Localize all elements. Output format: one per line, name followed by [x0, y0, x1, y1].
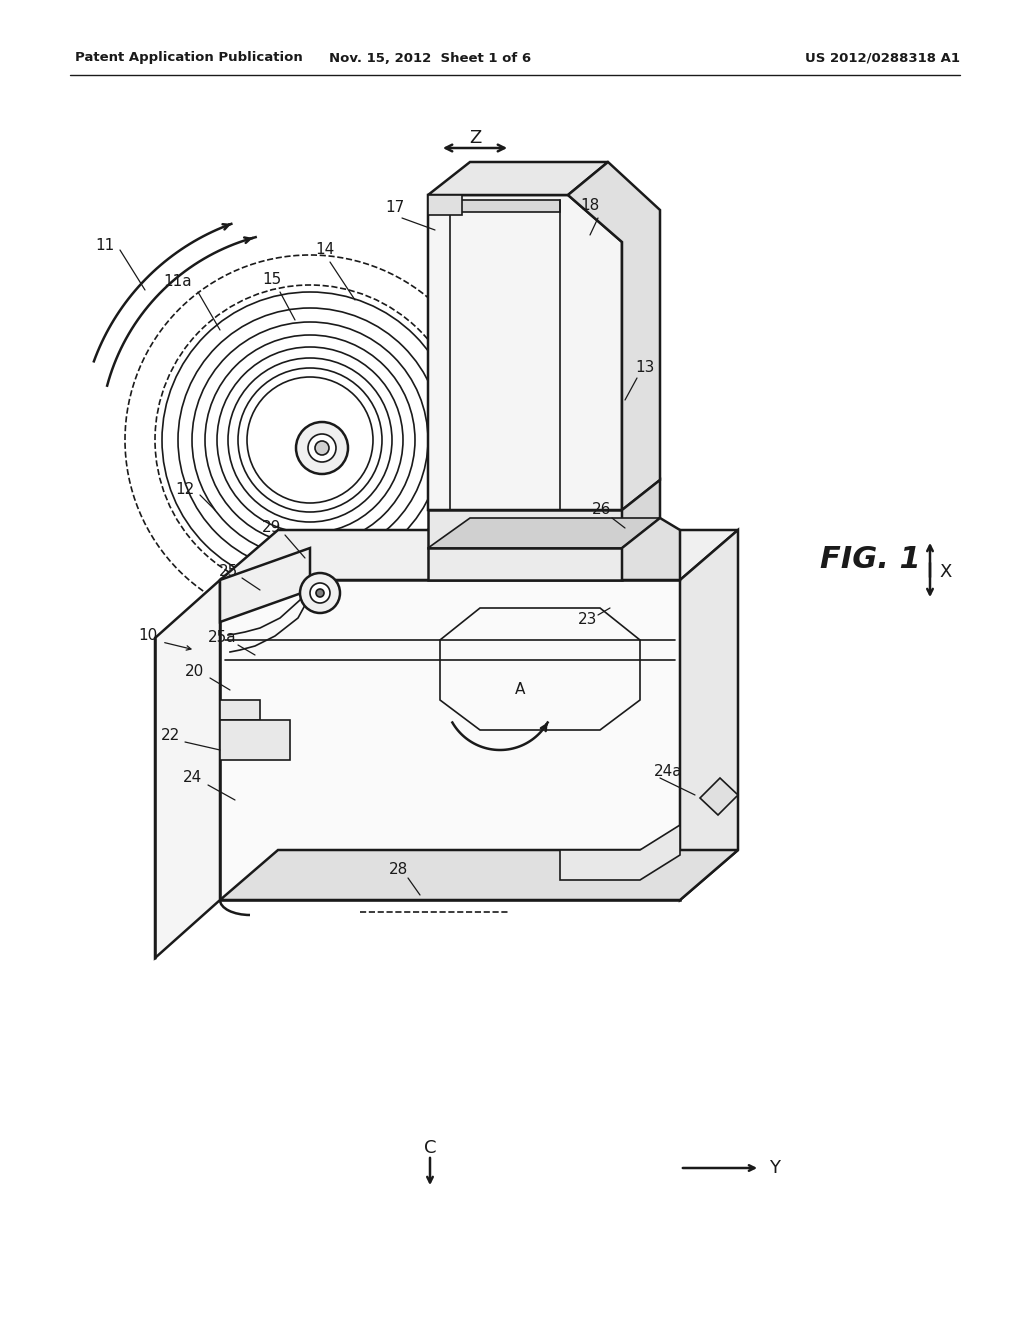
- Polygon shape: [680, 531, 738, 900]
- Circle shape: [315, 441, 329, 455]
- Polygon shape: [428, 162, 608, 195]
- Polygon shape: [155, 579, 220, 958]
- Text: 11a: 11a: [164, 275, 193, 289]
- Text: FIG. 1: FIG. 1: [819, 545, 921, 574]
- Polygon shape: [220, 850, 738, 900]
- Polygon shape: [622, 517, 680, 579]
- Polygon shape: [220, 531, 738, 579]
- Text: 11: 11: [95, 238, 115, 252]
- Polygon shape: [622, 480, 660, 548]
- Text: 25a: 25a: [208, 631, 237, 645]
- Text: Y: Y: [769, 1159, 780, 1177]
- Text: 24a: 24a: [653, 764, 682, 780]
- Polygon shape: [560, 825, 680, 880]
- Text: 25: 25: [218, 565, 238, 579]
- Circle shape: [310, 583, 330, 603]
- Circle shape: [308, 434, 336, 462]
- Text: Patent Application Publication: Patent Application Publication: [75, 51, 303, 65]
- Polygon shape: [428, 517, 660, 548]
- Text: 18: 18: [581, 198, 600, 213]
- Text: 22: 22: [161, 727, 179, 742]
- Text: 26: 26: [592, 503, 611, 517]
- Text: 15: 15: [262, 272, 282, 288]
- Polygon shape: [220, 579, 680, 900]
- Polygon shape: [428, 195, 462, 215]
- Polygon shape: [450, 201, 560, 213]
- Circle shape: [316, 589, 324, 597]
- Text: 12: 12: [175, 483, 195, 498]
- Text: 24: 24: [182, 771, 202, 785]
- Polygon shape: [220, 548, 310, 622]
- Text: 17: 17: [385, 201, 404, 215]
- Polygon shape: [428, 195, 622, 510]
- Text: 10: 10: [138, 627, 158, 643]
- Polygon shape: [220, 719, 290, 760]
- Polygon shape: [700, 777, 738, 814]
- Polygon shape: [428, 510, 622, 548]
- Polygon shape: [568, 162, 660, 510]
- Polygon shape: [428, 548, 622, 579]
- Circle shape: [296, 422, 348, 474]
- Circle shape: [300, 573, 340, 612]
- Text: 20: 20: [185, 664, 205, 680]
- Text: 23: 23: [579, 612, 598, 627]
- Text: X: X: [940, 564, 952, 581]
- Text: Nov. 15, 2012  Sheet 1 of 6: Nov. 15, 2012 Sheet 1 of 6: [329, 51, 531, 65]
- Text: US 2012/0288318 A1: US 2012/0288318 A1: [805, 51, 961, 65]
- Text: 29: 29: [262, 520, 282, 536]
- Text: 14: 14: [315, 243, 335, 257]
- Text: C: C: [424, 1139, 436, 1158]
- Polygon shape: [220, 700, 260, 719]
- Text: 13: 13: [635, 360, 654, 375]
- Text: A: A: [515, 682, 525, 697]
- Text: Z: Z: [469, 129, 481, 147]
- Text: 28: 28: [388, 862, 408, 878]
